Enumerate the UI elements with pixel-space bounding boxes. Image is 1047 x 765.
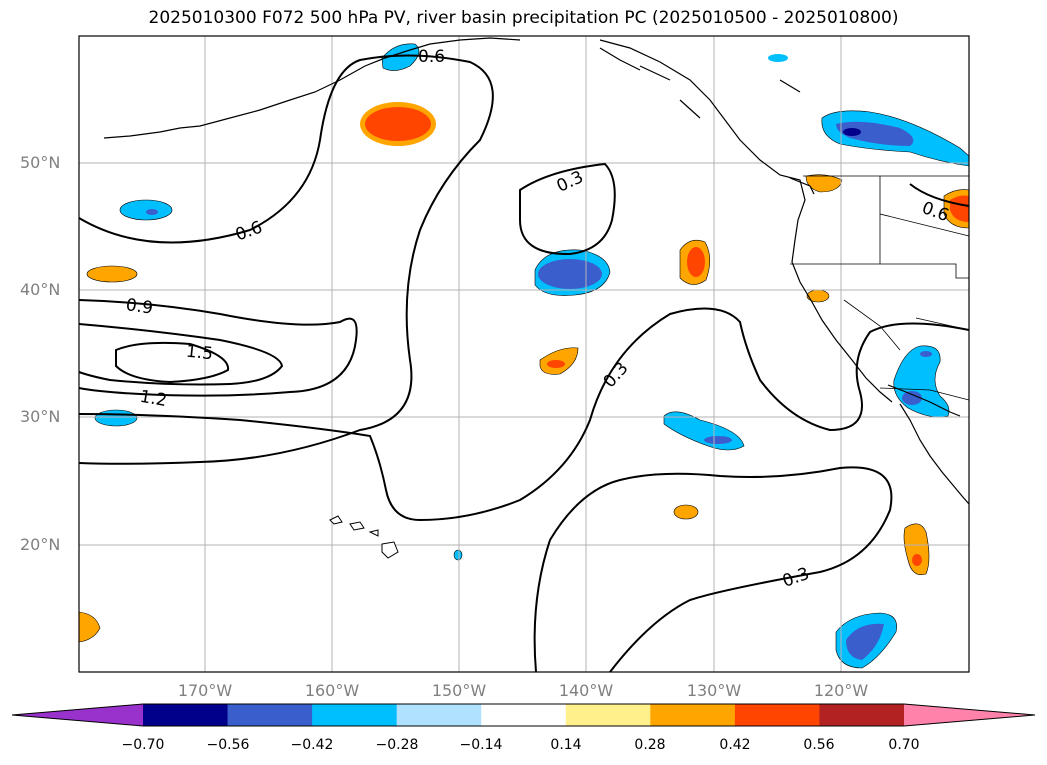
contour-label: 0.6 xyxy=(418,47,445,67)
colorbar-tick: −0.42 xyxy=(290,737,334,753)
precip-blob xyxy=(836,121,914,146)
precip-blob xyxy=(950,195,969,222)
colorbar-tick: 0.70 xyxy=(888,737,920,753)
contour-label: 1.5 xyxy=(185,342,214,365)
colorbar-cell xyxy=(481,704,567,726)
pv-contour-0.6 xyxy=(909,183,970,207)
lat-label-20n: 20°N xyxy=(20,535,61,554)
colorbar-tick: −0.14 xyxy=(459,737,503,753)
precip-blob xyxy=(94,409,138,427)
pv-contour-0.3 xyxy=(519,162,616,256)
pv-contour-0.6 xyxy=(78,54,494,465)
pv-contour-0.3 xyxy=(533,466,893,673)
colorbar-outline xyxy=(11,703,1036,727)
colorbar-cell xyxy=(650,704,736,726)
colorbar-tick: −0.70 xyxy=(121,737,165,753)
precip-blob xyxy=(538,259,602,289)
precip-blob xyxy=(547,360,565,368)
precip-blob xyxy=(86,265,138,283)
gridlines xyxy=(79,36,969,672)
map-area xyxy=(79,36,969,672)
colorbar-cell xyxy=(565,704,651,726)
precip-blob xyxy=(902,391,922,405)
pv-contour-1.2 xyxy=(78,323,284,386)
precip-blob xyxy=(912,554,922,566)
lon-label-130w: 130°W xyxy=(686,681,742,700)
pv-contour-1.5 xyxy=(115,341,230,384)
colorbar-tick: 0.42 xyxy=(719,737,751,753)
colorbar-extend-left xyxy=(12,704,143,726)
contour-label: 0.9 xyxy=(125,295,155,319)
colorbar-cell xyxy=(734,704,820,726)
precip-blob xyxy=(920,351,932,357)
lon-label-120w: 120°W xyxy=(813,681,869,700)
precip-blob xyxy=(687,247,705,277)
map-title: 2025010300 F072 500 hPa PV, river basin … xyxy=(148,8,899,28)
pv-contour-0.9 xyxy=(78,299,358,397)
map-border xyxy=(78,35,970,673)
lat-label-30n: 30°N xyxy=(20,407,61,426)
precip-blob xyxy=(78,611,101,643)
pv-contour-0.3 xyxy=(78,307,970,522)
colorbar-cell xyxy=(819,704,905,726)
contour-label: 1.2 xyxy=(138,387,168,411)
precip-blob xyxy=(673,504,699,520)
precip-blob xyxy=(768,54,788,62)
lat-label-40n: 40°N xyxy=(20,280,61,299)
precip-blob xyxy=(365,107,431,141)
colorbar-tick: 0.56 xyxy=(803,737,835,753)
colorbar-cell xyxy=(396,704,482,726)
lon-label-150w: 150°W xyxy=(431,681,487,700)
colorbar-tick: 0.28 xyxy=(634,737,666,753)
colorbar-cell xyxy=(227,704,313,726)
precip-blob xyxy=(843,128,861,136)
lat-label-50n: 50°N xyxy=(20,153,61,172)
colorbar-tick: 0.14 xyxy=(550,737,582,753)
precip-blob xyxy=(903,523,930,575)
islands xyxy=(329,515,399,559)
colorbar-cell xyxy=(312,704,398,726)
precip-blob xyxy=(704,436,732,444)
precip-blob xyxy=(846,623,884,660)
pv-contours xyxy=(78,54,970,673)
lon-label-140w: 140°W xyxy=(558,681,614,700)
colorbar-tick: −0.28 xyxy=(375,737,419,753)
precip-blob xyxy=(119,199,173,221)
colorbar xyxy=(11,703,1036,727)
lon-label-160w: 160°W xyxy=(304,681,360,700)
precip-blob xyxy=(453,549,463,561)
colorbar-tick: −0.56 xyxy=(206,737,250,753)
coastlines xyxy=(103,37,970,505)
colorbar-extend-right xyxy=(904,704,1035,726)
colorbar-cell xyxy=(143,704,229,726)
colorbar-cells xyxy=(143,704,905,726)
precip-blob xyxy=(146,209,158,215)
lon-label-170w: 170°W xyxy=(177,681,233,700)
